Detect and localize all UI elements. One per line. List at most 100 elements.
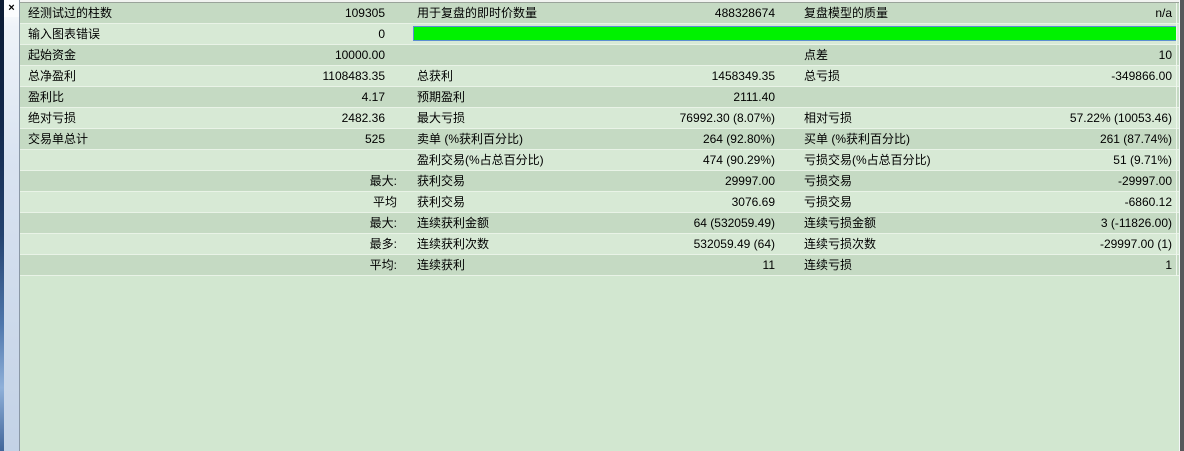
report-cell: 起始资金 10000.00	[20, 45, 413, 65]
metric-label: 起始资金	[28, 48, 77, 62]
table-top-border	[20, 2, 1180, 3]
report-cell: 用于复盘的即时价数量 488328674	[413, 3, 800, 23]
report-cell: 连续获利 11	[413, 255, 800, 275]
background-chart-edge	[0, 0, 4, 451]
window-right-edge	[1179, 0, 1184, 451]
tester-report-table: 经测试过的柱数 109305 用于复盘的即时价数量 488328674 复盘模型的质量 n…	[20, 0, 1180, 276]
metric-label: 亏损交易	[804, 174, 853, 188]
report-cell	[20, 150, 413, 170]
report-cell: 亏损交易 -29997.00	[800, 171, 1180, 191]
report-cell: 亏损交易 -6860.12	[800, 192, 1180, 212]
metric-value: n/a	[1155, 6, 1172, 20]
report-cell: 盈利交易(%占总百分比) 474 (90.29%)	[413, 150, 800, 170]
metric-value: 2482.36	[341, 111, 385, 125]
report-row: 最大: 连续获利金额 64 (532059.49) 连续亏损金额 3 (-11826.0…	[20, 213, 1180, 234]
report-cell: 连续亏损金额 3 (-11826.00)	[800, 213, 1180, 233]
metric-value: 4.17	[361, 90, 385, 104]
report-cell: 总亏损 -349866.00	[800, 66, 1180, 86]
metric-value: 11	[762, 258, 775, 272]
metric-label	[20, 213, 370, 233]
metric-label: 连续亏损金额	[804, 216, 877, 230]
report-cell	[413, 45, 800, 65]
metric-value: 488328674	[714, 6, 775, 20]
metric-label: 预期盈利	[417, 90, 466, 104]
metric-label: 经测试过的柱数	[28, 6, 113, 20]
report-cell: 复盘模型的质量 n/a	[800, 3, 1180, 23]
metric-value: 64 (532059.49)	[693, 216, 775, 230]
report-cell: 平均	[20, 192, 413, 212]
metric-value: 1458349.35	[711, 69, 775, 83]
report-cell: 预期盈利 2111.40	[413, 87, 800, 107]
metric-label: 绝对亏损	[28, 111, 77, 125]
metric-caption: 最多:	[369, 237, 397, 251]
metric-caption: 最大:	[369, 174, 397, 188]
report-cell: 经测试过的柱数 109305	[20, 3, 413, 23]
metric-label: 总净盈利	[28, 69, 77, 83]
report-row: 平均: 连续获利 11 连续亏损 1	[20, 255, 1180, 276]
metric-label: 获利交易	[417, 174, 466, 188]
metric-caption: 最大:	[369, 216, 397, 230]
metric-value: 29997.00	[724, 174, 775, 188]
metric-label: 总获利	[417, 69, 454, 83]
report-cell: 交易单总计 525	[20, 129, 413, 149]
close-icon: ×	[8, 2, 15, 14]
metric-value: 10000.00	[334, 48, 385, 62]
report-cell: 卖单 (%获利百分比) 264 (92.80%)	[413, 129, 800, 149]
metric-caption: 平均:	[369, 258, 397, 272]
report-cell: 最大:	[20, 171, 413, 191]
metric-value: 109305	[344, 6, 385, 20]
close-panel-button[interactable]: ×	[4, 0, 19, 17]
metric-label	[20, 150, 385, 170]
metric-label: 点差	[804, 48, 829, 62]
report-cell: 连续获利金额 64 (532059.49)	[413, 213, 800, 233]
metric-value: 532059.49 (64)	[693, 237, 775, 251]
metric-label: 连续获利金额	[417, 216, 490, 230]
metric-value	[385, 150, 413, 170]
report-row: 最多: 连续获利次数 532059.49 (64) 连续亏损次数 -29997.00 (…	[20, 234, 1180, 255]
report-cell: 绝对亏损 2482.36	[20, 108, 413, 128]
report-row: 起始资金 10000.00 点差 10	[20, 45, 1180, 66]
table-right-column-separator	[1176, 3, 1177, 276]
metric-label: 交易单总计	[28, 132, 89, 146]
metric-value: 264 (92.80%)	[702, 132, 775, 146]
metric-label: 相对亏损	[804, 111, 853, 125]
report-cell: 平均:	[20, 255, 413, 275]
metric-value	[775, 45, 800, 65]
metric-value: 3 (-11826.00)	[1100, 216, 1172, 230]
metric-label: 盈利比	[28, 90, 65, 104]
metric-label: 最大亏损	[417, 111, 466, 125]
metric-value: -29997.00 (1)	[1099, 237, 1172, 251]
report-cell: 盈利比 4.17	[20, 87, 413, 107]
report-cell: 获利交易 29997.00	[413, 171, 800, 191]
report-cell	[800, 87, 1180, 107]
metric-value: 0	[378, 27, 385, 41]
report-cell: 连续亏损 1	[800, 255, 1180, 275]
metric-label: 总亏损	[804, 69, 841, 83]
metric-value: 76992.30 (8.07%)	[679, 111, 775, 125]
metric-label: 买单 (%获利百分比)	[804, 132, 910, 146]
report-cell: 最大亏损 76992.30 (8.07%)	[413, 108, 800, 128]
metric-value: 51 (9.71%)	[1113, 153, 1172, 167]
report-cell: 连续亏损次数 -29997.00 (1)	[800, 234, 1180, 254]
metric-label: 连续获利	[417, 258, 466, 272]
report-cell: 最大:	[20, 213, 413, 233]
metric-label: 卖单 (%获利百分比)	[417, 132, 523, 146]
report-rows: 经测试过的柱数 109305 用于复盘的即时价数量 488328674 复盘模型的质量 n…	[20, 3, 1180, 276]
report-cell: 最多:	[20, 234, 413, 254]
report-cell: 总净盈利 1108483.35	[20, 66, 413, 86]
report-row: 绝对亏损 2482.36 最大亏损 76992.30 (8.07%) 相对亏损 57.22…	[20, 108, 1180, 129]
report-row: 交易单总计 525 卖单 (%获利百分比) 264 (92.80%) 买单 (%获利百分…	[20, 129, 1180, 150]
metric-label: 获利交易	[417, 195, 466, 209]
report-cell: 相对亏损 57.22% (10053.46)	[800, 108, 1180, 128]
metric-label: 亏损交易	[804, 195, 853, 209]
report-cell: 点差 10	[800, 45, 1180, 65]
table-top-highlight	[20, 0, 1180, 2]
metric-caption: 平均	[372, 195, 397, 209]
metric-label: 盈利交易(%占总百分比)	[417, 153, 544, 167]
report-row: 盈利交易(%占总百分比) 474 (90.29%) 亏损交易(%占总百分比) 51 (…	[20, 150, 1180, 171]
metric-label: 输入图表错误	[28, 27, 101, 41]
report-row: 盈利比 4.17 预期盈利 2111.40	[20, 87, 1180, 108]
metric-label: 复盘模型的质量	[804, 6, 889, 20]
report-cell: 买单 (%获利百分比) 261 (87.74%)	[800, 129, 1180, 149]
